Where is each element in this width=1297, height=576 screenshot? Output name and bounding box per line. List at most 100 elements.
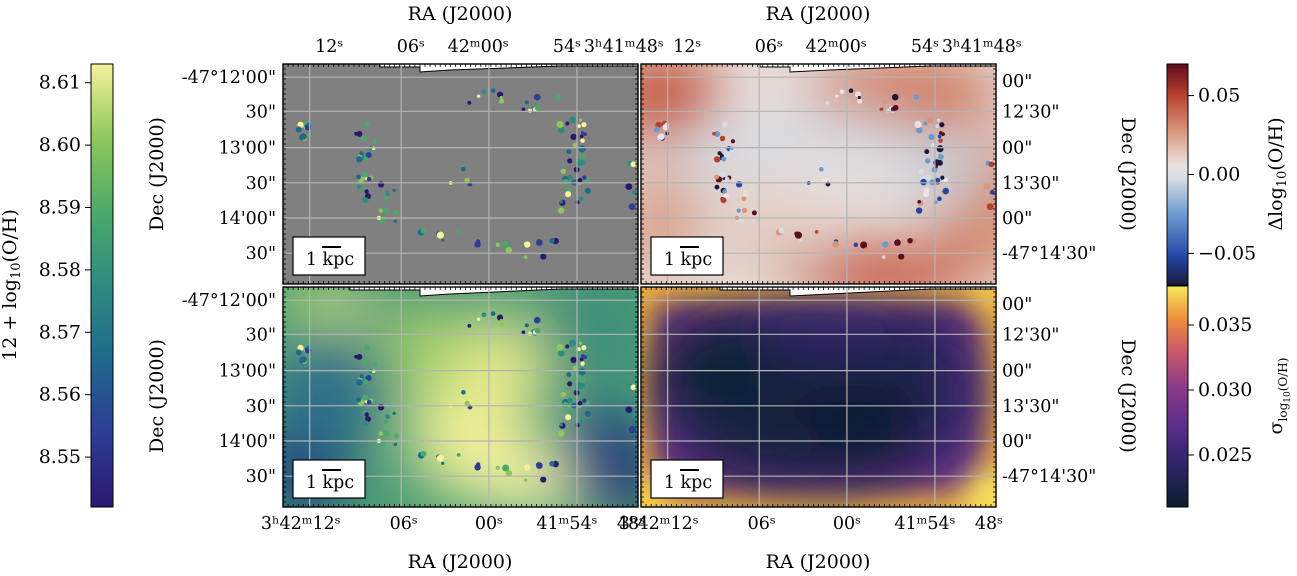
colorbar-residual-ticks: 0.05 0.00 −0.05 bbox=[1188, 85, 1256, 264]
hii-region-point bbox=[584, 410, 591, 418]
hii-region-point bbox=[580, 377, 586, 383]
colorbar-metallicity-ticks: 8.61 8.60 8.59 8.58 8.57 8.56 8.55 bbox=[39, 72, 91, 468]
hii-region-point bbox=[938, 154, 944, 160]
hii-region-point bbox=[722, 189, 727, 194]
hii-region-point bbox=[570, 356, 577, 364]
hii-region-point bbox=[658, 133, 665, 140]
dec-tick-label: 30" bbox=[246, 467, 276, 487]
hii-region-point bbox=[549, 237, 555, 244]
colorbar-residual: 0.05 0.00 −0.05 Δlog10(O/H) bbox=[1166, 63, 1290, 286]
hii-region-point bbox=[885, 108, 891, 113]
ra-tick-label: 00ˢ bbox=[833, 514, 861, 534]
scalebar-top-left: 1 kpc bbox=[292, 236, 366, 276]
hii-region-point bbox=[581, 345, 587, 351]
hii-region-point bbox=[940, 175, 945, 180]
hii-region-point bbox=[578, 368, 586, 376]
hii-region-point bbox=[578, 341, 583, 345]
colorbar-uncertainty-label: σlog10(O/H) bbox=[1265, 358, 1293, 435]
hii-region-point bbox=[857, 95, 861, 100]
hii-region-point bbox=[891, 93, 899, 101]
hii-region-point bbox=[579, 134, 584, 139]
hii-region-point bbox=[524, 464, 531, 471]
hii-region-point bbox=[569, 116, 576, 124]
hii-region-point bbox=[567, 174, 573, 180]
hii-region-point bbox=[521, 107, 526, 112]
ra-tick-label: 54ˢ bbox=[553, 37, 581, 57]
hii-region-point bbox=[365, 152, 372, 159]
colorbar-tick-label: 0.035 bbox=[1198, 314, 1252, 336]
axis-tick-labels: 12ˢ 06ˢ 42ᵐ00ˢ 54ˢ 3ʰ41ᵐ48ˢ 12ˢ 06ˢ 42ᵐ00ˢ 54ˢ 3ʰ… bbox=[182, 37, 1097, 534]
hii-region-point bbox=[505, 247, 513, 254]
hii-region-point bbox=[527, 108, 533, 113]
hii-region-point bbox=[555, 94, 562, 100]
hii-region-point bbox=[630, 384, 637, 391]
hii-region-point bbox=[860, 241, 868, 249]
hii-region-point bbox=[577, 400, 583, 406]
colorbar-tick-label: 0.030 bbox=[1198, 379, 1252, 401]
hii-region-point bbox=[490, 311, 496, 317]
hii-region-point bbox=[914, 120, 922, 129]
hii-region-point bbox=[915, 207, 923, 214]
hii-region-point bbox=[915, 126, 923, 134]
hii-region-point bbox=[721, 156, 727, 162]
scalebar-label: 1 kpc bbox=[664, 250, 712, 270]
dec-tick-label: 14'00" bbox=[219, 432, 276, 452]
hii-region-point bbox=[565, 191, 572, 198]
hii-region-point bbox=[741, 207, 748, 214]
hii-region-point bbox=[625, 183, 633, 191]
hii-region-point bbox=[832, 241, 839, 248]
dec-tick-label: 13'30" bbox=[1002, 174, 1059, 194]
ra-tick-label: 48ˢ bbox=[975, 514, 1003, 534]
hii-region-point bbox=[536, 239, 543, 246]
dec-tick-label: 14'00" bbox=[219, 209, 276, 229]
ra-tick-label: 3ʰ42ᵐ12ˢ bbox=[261, 514, 341, 534]
hii-region-point bbox=[575, 200, 580, 205]
hii-region-point bbox=[354, 131, 358, 136]
hii-region-point bbox=[751, 219, 755, 223]
hii-region-point bbox=[476, 94, 481, 98]
colorbar-tick-label: 8.56 bbox=[39, 384, 81, 406]
hii-region-point bbox=[778, 227, 785, 234]
hii-region-point bbox=[502, 241, 510, 249]
hii-region-point bbox=[499, 98, 505, 104]
hii-region-point bbox=[359, 374, 364, 379]
hii-region-point bbox=[533, 93, 541, 101]
hii-region-point bbox=[935, 177, 941, 183]
hii-region-point bbox=[524, 323, 529, 328]
hii-region-point bbox=[913, 94, 920, 100]
scalebar-box bbox=[650, 459, 724, 499]
hii-region-point bbox=[392, 188, 396, 192]
hii-region-point bbox=[923, 191, 930, 198]
hii-region-point bbox=[556, 343, 564, 352]
colorbar-tick-label: 8.61 bbox=[39, 72, 81, 94]
hii-region-point bbox=[540, 476, 547, 483]
hii-region-point bbox=[495, 465, 501, 471]
top-right-xlabel: RA (J2000) bbox=[766, 3, 871, 25]
hii-region-point bbox=[441, 461, 445, 465]
colorbar-tick-label: 8.58 bbox=[39, 259, 81, 281]
colorbar-tick-label: 8.55 bbox=[39, 446, 81, 468]
scalebar-label: 1 kpc bbox=[306, 250, 354, 270]
hii-region-point bbox=[562, 401, 569, 409]
hii-region-point bbox=[713, 156, 721, 163]
hii-region-point bbox=[565, 344, 570, 349]
hii-region-point bbox=[894, 239, 901, 246]
ra-tick-label: 54ˢ bbox=[911, 37, 939, 57]
hii-region-point bbox=[362, 420, 369, 427]
grid-bottom-right bbox=[641, 287, 996, 507]
axis-titles: RA (J2000) RA (J2000) RA (J2000) RA (J20… bbox=[146, 3, 1139, 573]
panel-frames bbox=[282, 63, 997, 508]
hii-region-point bbox=[363, 379, 369, 385]
hii-region-point bbox=[839, 89, 845, 95]
hii-region-point bbox=[577, 177, 583, 183]
hii-region-point bbox=[942, 187, 949, 195]
hii-region-point bbox=[570, 133, 577, 141]
hii-region-point bbox=[562, 178, 569, 186]
bottom-right-ylabel: Dec (J2000) bbox=[1117, 339, 1139, 453]
hii-region-point bbox=[578, 145, 586, 153]
hii-region-point bbox=[490, 88, 496, 94]
hii-region-point bbox=[720, 197, 727, 204]
hii-region-point bbox=[420, 227, 427, 234]
dec-tick-label: 30" bbox=[246, 174, 276, 194]
dec-tick-label: -47°12'00" bbox=[182, 291, 276, 311]
